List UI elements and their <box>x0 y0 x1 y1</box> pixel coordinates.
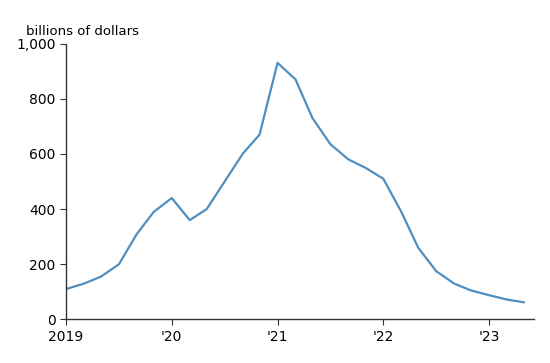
Text: billions of dollars: billions of dollars <box>26 25 139 38</box>
